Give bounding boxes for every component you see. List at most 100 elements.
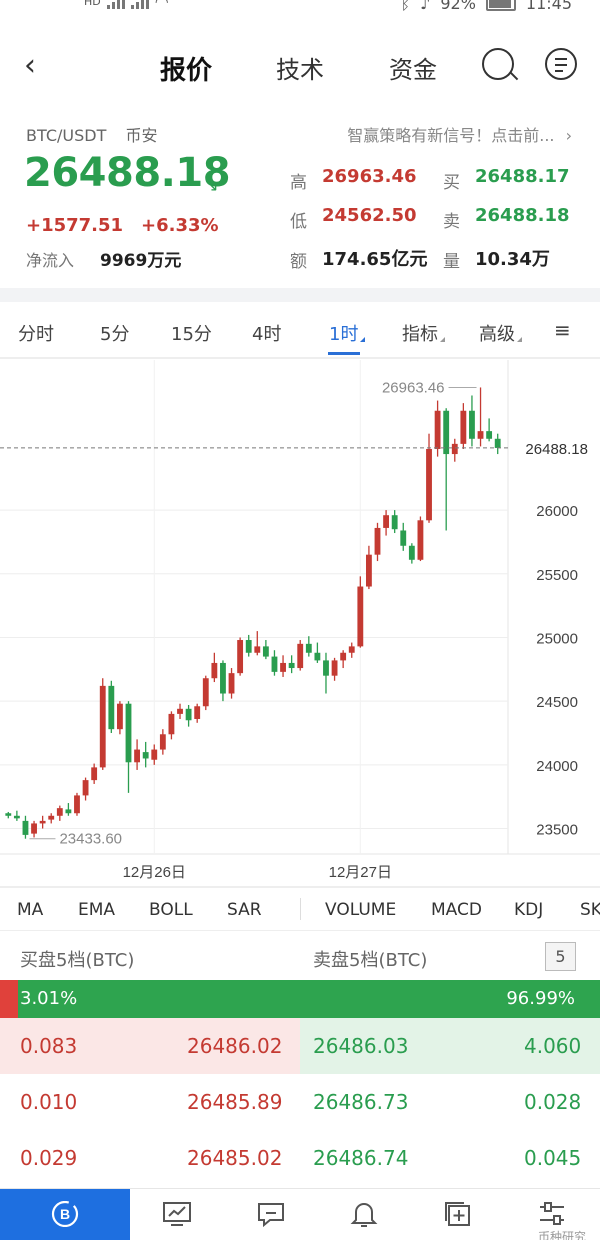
candle-body — [185, 708, 192, 721]
interval-tab-indicators-label: 指标 — [402, 324, 438, 345]
indicator-ema[interactable]: EMA — [78, 900, 116, 920]
candle-body — [417, 520, 424, 560]
indicator-boll[interactable]: BOLL — [149, 900, 193, 920]
last-price-label: 26488.18 — [525, 441, 588, 458]
chart-divider — [0, 886, 600, 888]
candle-body — [159, 734, 166, 750]
indicator-ma[interactable]: MA — [17, 900, 44, 920]
y-tick-label: 23500 — [536, 822, 578, 839]
candle-body — [365, 554, 372, 587]
candle-body — [262, 646, 269, 657]
ask-price[interactable]: 26486.73 — [313, 1090, 409, 1114]
bid-price[interactable]: 26486.02 — [187, 1034, 283, 1058]
candle-body — [494, 438, 501, 448]
interval-tab-time[interactable]: 分时 — [18, 324, 54, 345]
interval-tab-1h-label: 1时 — [329, 324, 359, 345]
interval-tab-15m[interactable]: 15分 — [171, 324, 212, 345]
tab-quote[interactable]: 报价 — [160, 56, 213, 86]
watermark: 币种研究 — [537, 1230, 586, 1240]
tab-technical[interactable]: 技术 — [276, 56, 324, 84]
x-tick-label: 12月26日 — [123, 864, 186, 881]
candle-body — [48, 815, 55, 820]
depth-selector[interactable]: 5 — [545, 942, 576, 971]
search-icon[interactable] — [482, 48, 519, 81]
top-header: ‹ 报价 技术 资金 — [0, 30, 600, 102]
candle-body — [82, 780, 89, 796]
price-change-pct: +6.33% — [141, 215, 219, 236]
interval-tab-advanced-label: 高级 — [479, 324, 515, 345]
indicator-macd[interactable]: MACD — [431, 900, 482, 920]
candle-body — [340, 652, 347, 661]
tab-divider — [0, 357, 600, 359]
candle-body — [305, 643, 312, 653]
candle-body — [228, 673, 235, 694]
candle-body — [134, 749, 141, 763]
candle-body — [194, 706, 201, 719]
orderbook-row: 0.010 26485.89 26486.73 0.028 — [0, 1074, 600, 1130]
candle-body — [56, 808, 63, 816]
indicator-kdj[interactable]: KDJ — [514, 900, 544, 920]
mute-icon: ♪ — [420, 0, 431, 13]
bluetooth-icon: ᛒ — [400, 0, 411, 13]
indicator-volume[interactable]: VOLUME — [325, 900, 397, 920]
nav-comments[interactable] — [226, 1189, 318, 1240]
ask-price[interactable]: 26486.74 — [313, 1146, 409, 1170]
pair-symbol: BTC/USDT — [26, 126, 107, 145]
nav-settings[interactable] — [504, 1189, 600, 1240]
signal-icon — [130, 0, 149, 9]
chart-monitor-icon — [163, 1202, 191, 1226]
bottom-nav: B — [0, 1188, 600, 1240]
amount-label: 额 — [290, 252, 307, 272]
ask-qty: 0.028 — [524, 1090, 582, 1114]
candle-body — [486, 431, 493, 439]
nav-chart[interactable] — [130, 1189, 226, 1240]
signal-icon — [106, 0, 125, 9]
candle-body — [5, 813, 12, 816]
candle-body — [151, 749, 158, 760]
chart-settings-icon[interactable]: ≡ — [554, 318, 571, 342]
bid-ratio-fill — [0, 980, 19, 1018]
settings-sliders-icon — [540, 1202, 564, 1225]
candle-body — [314, 652, 321, 661]
ask-depth-fill — [300, 1018, 600, 1074]
dropdown-triangle-icon — [517, 337, 522, 342]
sell-value: 26488.18 — [475, 205, 570, 226]
net-inflow-label: 净流入 — [26, 251, 75, 270]
interval-tab-indicators[interactable]: 指标 — [402, 320, 445, 346]
candle-body — [108, 685, 115, 730]
strategy-signal-link[interactable]: 智赢策略有新信号！点击前... › — [347, 122, 572, 146]
interval-tab-1h[interactable]: 1时 — [329, 320, 366, 346]
candle-body — [391, 515, 398, 530]
candlestick-chart[interactable]: 23500 24000 24500 25000 25500 26000 12月26日 12月2… — [0, 360, 600, 886]
candle-body — [451, 443, 458, 455]
nav-add[interactable] — [410, 1189, 504, 1240]
y-tick-label: 26000 — [536, 503, 578, 520]
candle-body — [443, 410, 450, 455]
bid-ratio: 3.01% — [20, 988, 78, 1009]
ask-qty: 4.060 — [524, 1034, 582, 1058]
indicator-sk[interactable]: SK — [580, 900, 600, 920]
chevron-right-icon: › — [565, 126, 572, 145]
candle-body — [331, 660, 338, 676]
candle-body — [220, 662, 226, 694]
chevron-left-icon[interactable]: ‹ — [24, 48, 36, 83]
nav-bitcoin[interactable]: B — [0, 1189, 130, 1240]
bid-price[interactable]: 26485.89 — [187, 1090, 283, 1114]
candle-body — [177, 708, 183, 714]
volume-value: 10.34万 — [475, 249, 550, 270]
interval-tab-4h[interactable]: 4时 — [252, 324, 282, 345]
net-inflow-value: 9969万元 — [100, 251, 182, 271]
candle-body — [168, 713, 175, 735]
low-value: 24562.50 — [322, 205, 417, 226]
bid-qty: 0.029 — [20, 1146, 78, 1170]
indicator-sar[interactable]: SAR — [227, 900, 262, 920]
bid-ask-ratio-bar: 3.01% 96.99% — [0, 980, 600, 1018]
tab-funds[interactable]: 资金 — [389, 56, 437, 84]
bid-price[interactable]: 26485.02 — [187, 1146, 283, 1170]
interval-tab-5m[interactable]: 5分 — [100, 324, 130, 345]
interval-tab-advanced[interactable]: 高级 — [479, 320, 522, 346]
menu-icon[interactable] — [545, 48, 577, 80]
active-tab-indicator — [328, 352, 360, 355]
ask-price[interactable]: 26486.03 — [313, 1034, 409, 1058]
nav-alerts[interactable] — [318, 1189, 410, 1240]
